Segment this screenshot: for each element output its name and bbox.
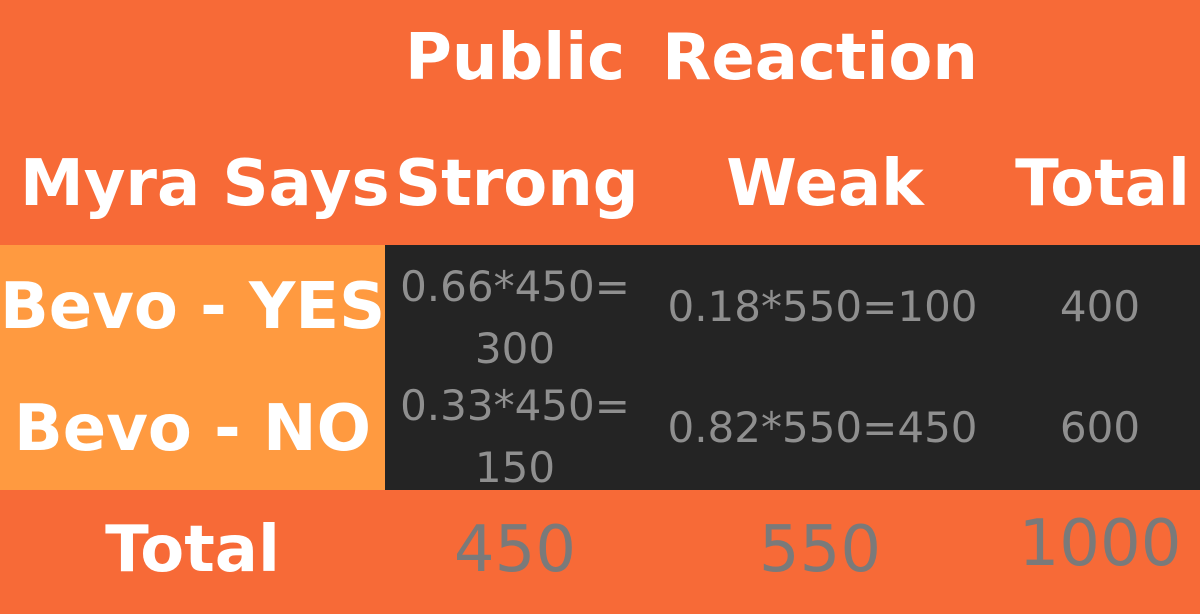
row-label-bevo-yes: Bevo - YES — [0, 270, 386, 344]
total-strong-value: 450 — [453, 513, 577, 587]
cell-yes-strong: 0.66*450= 300 — [400, 262, 630, 373]
totals-row-label: Total — [105, 513, 280, 587]
myra-says-header: Myra Says — [20, 147, 390, 221]
public-header: Public — [405, 21, 626, 95]
data-cells-background — [385, 245, 1200, 490]
strong-header: Strong — [395, 147, 639, 221]
row-labels-background — [0, 245, 385, 490]
grand-total-value: 1000 — [1018, 507, 1182, 581]
total-header: Total — [1015, 147, 1190, 221]
weak-header: Weak — [726, 147, 924, 221]
cell-yes-weak: 0.18*550=100 — [667, 282, 978, 331]
cell-yes-total: 400 — [1059, 282, 1141, 331]
cell-no-total: 600 — [1059, 403, 1141, 452]
reaction-header: Reaction — [662, 21, 978, 95]
cell-no-weak: 0.82*550=450 — [667, 403, 978, 452]
row-label-bevo-no: Bevo - NO — [14, 392, 371, 466]
cell-no-strong: 0.33*450= 150 — [400, 381, 630, 490]
total-weak-value: 550 — [758, 513, 882, 587]
